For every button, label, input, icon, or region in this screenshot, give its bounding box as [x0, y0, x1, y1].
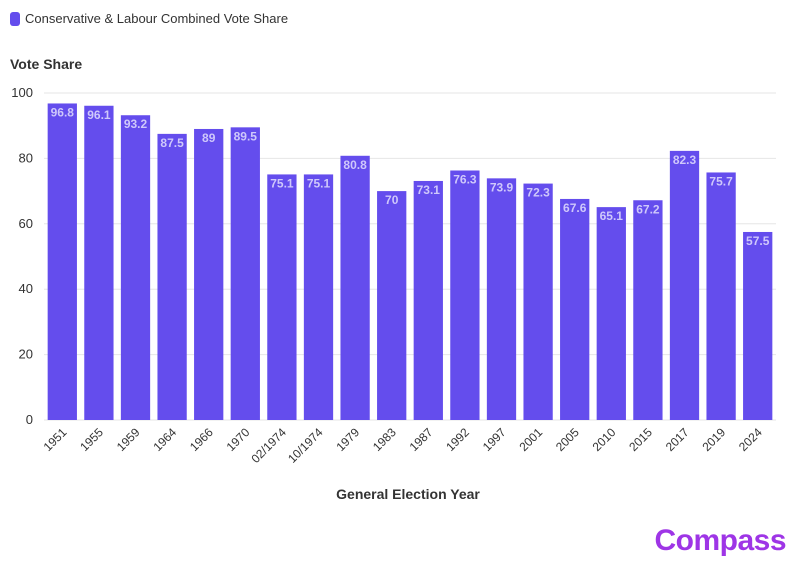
data-label: 75.1 [307, 176, 331, 190]
data-label: 73.1 [417, 183, 441, 197]
x-tick-label: 2017 [663, 425, 692, 454]
data-label: 87.5 [160, 136, 184, 150]
y-tick-label: 20 [19, 347, 33, 362]
bar [633, 200, 663, 420]
data-label: 75.7 [709, 174, 733, 188]
bar [47, 103, 77, 421]
y-tick-label: 80 [19, 150, 33, 165]
bar [523, 183, 553, 420]
x-tick-label: 1979 [333, 425, 362, 454]
data-label: 75.1 [270, 176, 294, 190]
bar [340, 155, 370, 420]
data-label: 72.3 [526, 186, 550, 200]
x-tick-label: 2005 [553, 425, 582, 454]
y-tick-label: 100 [11, 85, 33, 100]
y-tick-label: 40 [19, 281, 33, 296]
data-label: 70 [385, 193, 399, 207]
x-tick-label: 10/1974 [285, 425, 326, 466]
data-label: 89 [202, 131, 216, 145]
data-label: 57.5 [746, 234, 770, 248]
x-tick-label: 1959 [114, 425, 143, 454]
data-label: 82.3 [673, 153, 697, 167]
bar [120, 115, 151, 421]
legend-label: Conservative & Labour Combined Vote Shar… [25, 11, 289, 26]
x-tick-label: 1955 [77, 425, 106, 454]
x-tick-label: 2010 [590, 425, 619, 454]
brand-logo: Compass [654, 524, 786, 557]
bar [194, 128, 224, 420]
chart-legend[interactable]: Conservative & Labour Combined Vote Shar… [10, 11, 288, 26]
data-label: 96.8 [51, 105, 75, 119]
bar [450, 170, 480, 420]
data-label: 73.9 [490, 180, 514, 194]
bar [157, 133, 187, 420]
bar [486, 178, 517, 420]
data-label: 67.6 [563, 201, 587, 215]
x-tick-label: 2019 [699, 425, 728, 454]
bar [743, 231, 773, 420]
data-label: 76.3 [453, 172, 477, 186]
x-tick-label: 1964 [150, 425, 179, 454]
bar [560, 198, 590, 420]
x-tick-label: 2001 [516, 425, 545, 454]
bar [596, 207, 626, 420]
legend-swatch [10, 11, 20, 26]
bar [84, 105, 114, 421]
x-tick-label: 1992 [443, 425, 472, 454]
x-tick-label: 1997 [480, 425, 509, 454]
x-tick-label: 2015 [626, 425, 655, 454]
bar [413, 180, 443, 420]
bar [706, 172, 736, 420]
data-label: 67.2 [636, 202, 660, 216]
bar [230, 127, 260, 421]
bar [669, 150, 700, 420]
bar [377, 191, 407, 420]
x-tick-label: 1983 [370, 425, 399, 454]
x-tick-label: 1987 [407, 425, 436, 454]
x-tick-label: 1951 [41, 425, 70, 454]
x-tick-label: 2024 [736, 425, 765, 454]
x-axis-title: General Election Year [336, 486, 480, 502]
x-tick-label: 1970 [224, 425, 253, 454]
bar [267, 174, 297, 420]
x-tick-label: 1966 [187, 425, 216, 454]
y-tick-label: 0 [26, 412, 33, 427]
x-tick-label: 02/1974 [248, 425, 289, 466]
y-tick-label: 60 [19, 216, 33, 231]
data-label: 89.5 [234, 129, 258, 143]
y-axis-title: Vote Share [10, 56, 83, 72]
data-label: 65.1 [600, 209, 624, 223]
data-label: 93.2 [124, 117, 148, 131]
bar [303, 174, 334, 420]
data-label: 80.8 [343, 158, 367, 172]
data-label: 96.1 [87, 108, 111, 122]
